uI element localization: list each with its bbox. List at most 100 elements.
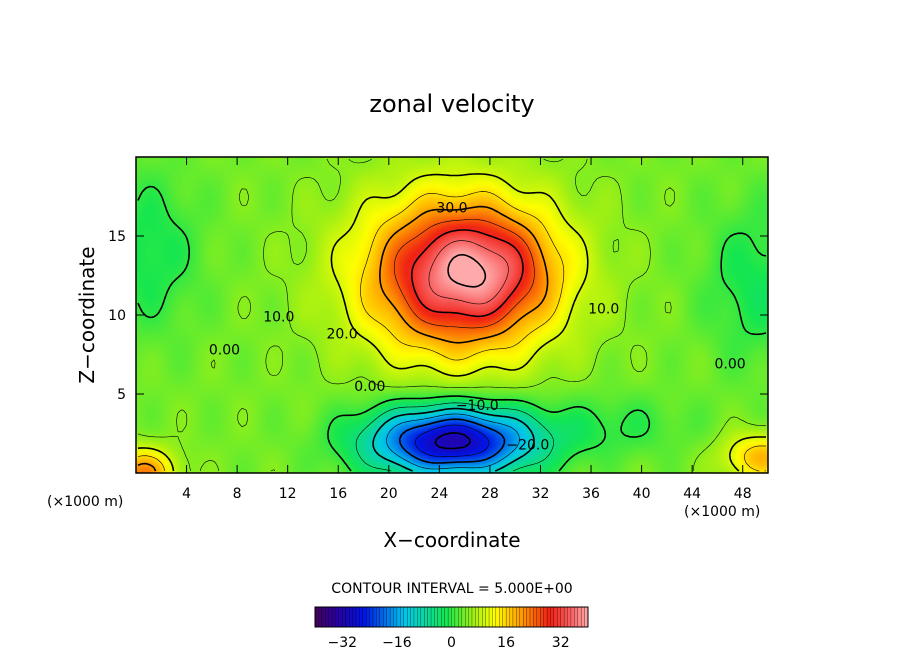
x-tick-label: 20 — [380, 486, 398, 502]
contour-line — [372, 407, 535, 472]
colorbar-cells — [314, 606, 589, 628]
colorbar-cell — [318, 606, 323, 628]
colorbar-cell — [574, 606, 579, 628]
contour-line — [386, 413, 520, 470]
colorbar-cell — [345, 606, 350, 628]
x-tick-label: 4 — [182, 486, 191, 502]
colorbar-cell — [540, 606, 545, 628]
x-unit-left: (×1000 m) — [47, 494, 123, 510]
colorbar-cell — [410, 606, 415, 628]
colorbar-tick-label: −32 — [328, 635, 358, 651]
colorbar-cell — [417, 606, 422, 628]
colorbar-cell — [505, 606, 510, 628]
colorbar-cell — [461, 606, 466, 628]
x-tick-label: 24 — [430, 486, 448, 502]
colorbar-cell — [352, 606, 357, 628]
colorbar-cell — [509, 606, 514, 628]
colorbar-cell — [577, 606, 582, 628]
colorbar-cell — [482, 606, 487, 628]
colorbar-cell — [406, 606, 412, 628]
colorbar-cell — [523, 606, 528, 628]
x-tick-label: 48 — [734, 486, 752, 502]
y-tick-label: 5 — [117, 387, 126, 403]
colorbar-cell — [492, 606, 497, 628]
colorbar-cell — [478, 606, 483, 628]
colorbar-cell — [553, 606, 558, 628]
colorbar-cell — [536, 606, 541, 628]
colorbar-cell — [488, 606, 493, 628]
colorbar-cell — [444, 606, 449, 628]
colorbar-cell — [383, 606, 388, 628]
x-axis-label: X−coordinate — [383, 528, 520, 552]
x-tick-label: 28 — [481, 486, 499, 502]
colorbar-cell — [389, 606, 394, 628]
colorbar-cell — [471, 606, 476, 628]
colorbar-cell — [533, 606, 538, 628]
colorbar-cell — [314, 606, 319, 628]
colorbar-tick-label: 16 — [497, 635, 515, 651]
colorbar-cell — [581, 606, 586, 628]
colorbar-cell — [529, 606, 534, 628]
x-tick-label: 36 — [582, 486, 600, 502]
colorbar-cell — [485, 606, 490, 628]
contour-line — [414, 424, 490, 457]
contour-line — [398, 418, 506, 464]
colorbar-tick-label: 0 — [447, 635, 456, 651]
chart-title: zonal velocity — [369, 90, 534, 118]
contour-line — [137, 205, 549, 472]
colorbar-cell — [321, 606, 326, 628]
colorbar-cell — [519, 606, 524, 628]
contour-line — [410, 229, 524, 318]
colorbar-cell — [355, 606, 360, 628]
contour-label: 0.00 — [714, 357, 745, 373]
colorbar-cell — [557, 606, 562, 628]
contour-line — [428, 240, 509, 305]
colorbar-tick-label: −16 — [382, 635, 412, 651]
contour-labels: 30.0 10.0 20.0 0.00 0.00 10.0 0.00 −10.0 −20.0 — [209, 200, 746, 453]
colorbar-cell — [495, 606, 500, 628]
colorbar-cell — [499, 606, 504, 628]
colorbar-cell — [328, 606, 333, 628]
colorbar-cell — [403, 606, 408, 628]
colorbar-cell — [516, 606, 521, 628]
colorbar-cell — [502, 606, 507, 628]
contour-line — [447, 253, 487, 288]
contour-label: 0.00 — [209, 343, 240, 359]
colorbar-cell — [563, 606, 568, 628]
contour-interval-label: CONTOUR INTERVAL = 5.000E+00 — [331, 581, 572, 597]
contour-label: 0.00 — [354, 379, 385, 395]
contour-lines — [137, 158, 767, 472]
x-tick-label: 40 — [633, 486, 651, 502]
colorbar-cell — [335, 606, 340, 628]
colorbar-ticks: −32 −16 0 16 32 — [328, 635, 570, 651]
y-axis-ticks: 5 10 15 — [108, 229, 768, 403]
colorbar-cell — [468, 606, 473, 628]
contour-line — [137, 158, 767, 472]
colorbar-cell — [543, 606, 548, 628]
contour-line — [355, 402, 554, 472]
colorbar-cell — [550, 606, 555, 628]
colorbar-cell — [348, 606, 353, 628]
colorbar-cell — [359, 606, 364, 628]
colorbar-cell — [451, 606, 456, 628]
contour-label: 30.0 — [436, 200, 467, 216]
contour-line — [137, 173, 766, 472]
colorbar-cell — [437, 606, 442, 628]
colorbar: −32 −16 0 16 32 — [314, 606, 589, 651]
colorbar-cell — [434, 606, 439, 628]
contour-label: 20.0 — [326, 327, 357, 343]
x-tick-label: 12 — [279, 486, 297, 502]
x-unit-right: (×1000 m) — [684, 504, 760, 520]
contour-label: −20.0 — [506, 437, 549, 453]
colorbar-cell — [369, 606, 374, 628]
colorbar-cell — [526, 606, 531, 628]
x-axis-ticks: 4 8 12 16 20 24 28 32 36 40 44 48 — [182, 157, 752, 502]
colorbar-cell — [546, 606, 551, 628]
plot-area: 30.0 10.0 20.0 0.00 0.00 10.0 0.00 −10.0 −20.0 — [135, 156, 769, 474]
colorbar-cell — [379, 606, 384, 628]
y-axis-label: Z−coordinate — [75, 246, 99, 383]
colorbar-cell — [447, 606, 452, 628]
colorbar-cell — [464, 606, 470, 628]
colorbar-cell — [376, 606, 381, 628]
